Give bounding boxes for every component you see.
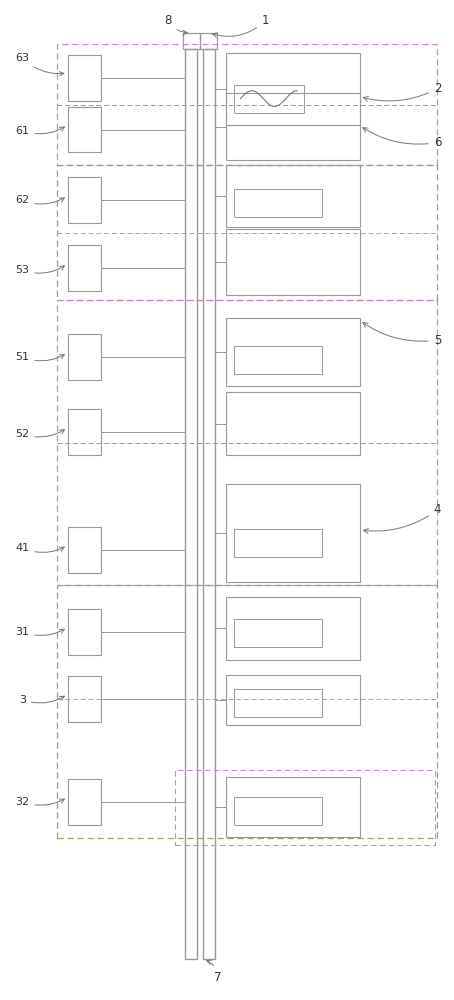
Bar — [68, 676, 101, 722]
Bar — [57, 300, 438, 585]
Bar — [68, 245, 101, 291]
Text: 8: 8 — [164, 14, 188, 35]
Bar — [183, 33, 200, 49]
Text: 5: 5 — [363, 322, 441, 347]
Bar — [68, 527, 101, 573]
Text: 1: 1 — [212, 14, 269, 37]
Bar — [175, 770, 435, 845]
Bar — [185, 49, 197, 959]
Bar — [234, 189, 322, 217]
Text: 31: 31 — [15, 627, 64, 637]
Bar — [226, 229, 360, 295]
Bar — [57, 585, 438, 838]
Bar — [200, 33, 217, 49]
Bar — [68, 107, 101, 152]
Text: 63: 63 — [15, 53, 64, 76]
Bar — [68, 779, 101, 825]
Text: 53: 53 — [15, 265, 64, 275]
Bar — [226, 53, 360, 125]
Bar — [226, 392, 360, 455]
Text: 62: 62 — [15, 195, 64, 205]
Text: 6: 6 — [363, 128, 441, 149]
Bar — [234, 529, 322, 557]
Text: 4: 4 — [364, 503, 441, 533]
Bar — [68, 177, 101, 223]
Bar — [68, 55, 101, 101]
Text: 32: 32 — [15, 797, 64, 807]
Bar — [234, 797, 322, 825]
Bar — [226, 777, 360, 837]
Bar — [226, 93, 360, 160]
Text: 3: 3 — [19, 695, 64, 705]
Bar — [234, 619, 322, 647]
Text: 41: 41 — [15, 543, 64, 553]
Text: 51: 51 — [15, 352, 64, 362]
Bar — [226, 675, 360, 725]
Text: 52: 52 — [15, 429, 64, 439]
Bar — [226, 597, 360, 660]
Bar — [68, 334, 101, 380]
Bar — [68, 609, 101, 655]
Bar — [57, 165, 438, 300]
Bar — [234, 689, 322, 717]
Bar — [203, 49, 215, 959]
Text: 61: 61 — [15, 126, 64, 136]
Text: 2: 2 — [363, 82, 441, 101]
Bar — [234, 85, 304, 113]
Bar — [68, 409, 101, 455]
Text: 7: 7 — [207, 960, 222, 984]
Bar — [226, 165, 360, 227]
Bar — [234, 346, 322, 374]
Bar — [226, 318, 360, 386]
Bar — [57, 44, 438, 165]
Bar — [226, 484, 360, 582]
